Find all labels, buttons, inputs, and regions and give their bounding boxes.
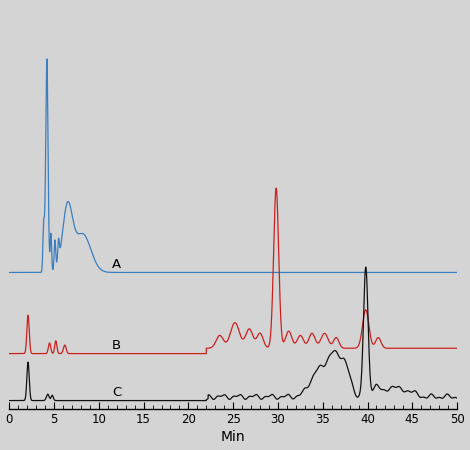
X-axis label: Min: Min [221, 431, 245, 445]
Text: C: C [112, 386, 121, 399]
Text: A: A [112, 258, 121, 271]
Text: B: B [112, 339, 121, 352]
